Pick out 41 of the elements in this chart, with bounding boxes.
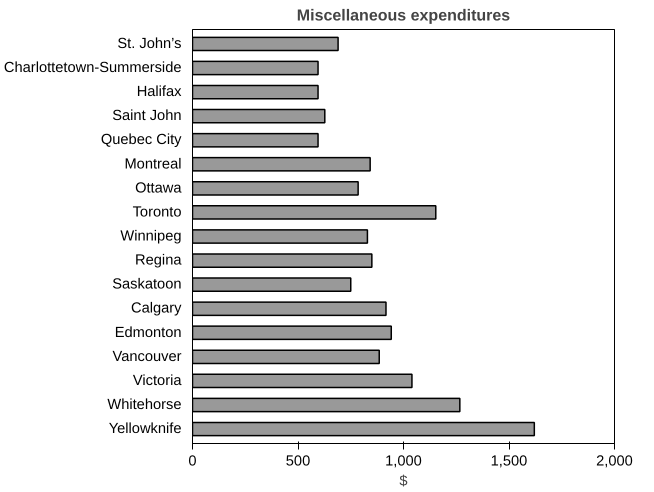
bar	[192, 156, 371, 172]
bar	[192, 180, 359, 196]
bar	[192, 36, 339, 52]
y-tick-label: Quebec City	[100, 132, 182, 148]
y-tick-label: Saskatoon	[112, 276, 182, 293]
y-tick-label: Calgary	[130, 300, 182, 317]
y-tick-label: Edmonton	[114, 324, 182, 341]
y-tick-label: Saint John	[112, 108, 182, 124]
y-tick-label: Charlottetown-Summerside	[4, 60, 182, 76]
y-tick-label: Yellowknife	[108, 421, 182, 438]
y-tick-label: Toronto	[132, 204, 182, 220]
y-tick-label: Whitehorse	[107, 396, 182, 413]
bar	[192, 60, 319, 76]
x-tick-label: 1,500	[490, 454, 528, 470]
y-tick-label: Montreal	[124, 156, 182, 172]
x-axis-title: $	[399, 474, 408, 490]
bar	[192, 422, 536, 436]
y-tick-label: St. John’s	[117, 36, 182, 52]
bar	[192, 325, 392, 340]
y-tick-label: Victoria	[132, 372, 182, 389]
x-tick-label: 0	[188, 454, 197, 470]
bar	[192, 205, 437, 220]
bar	[192, 253, 373, 268]
bar	[192, 277, 352, 292]
x-tick-label: 2,000	[596, 454, 633, 470]
bar	[192, 349, 380, 364]
bar	[192, 374, 413, 388]
chart-title: Miscellaneous expenditures	[296, 8, 510, 24]
y-tick-label: Ottawa	[135, 180, 182, 196]
bar	[192, 229, 368, 244]
y-tick-label: Halifax	[136, 84, 182, 100]
bar	[192, 84, 319, 100]
bar	[192, 398, 461, 412]
y-tick-label: Winnipeg	[120, 228, 182, 244]
bar	[192, 132, 319, 148]
x-tick-label: 500	[286, 454, 310, 470]
y-tick-label: Vancouver	[112, 348, 182, 365]
bar	[192, 108, 326, 124]
bar	[192, 301, 387, 316]
y-tick-label: Regina	[135, 252, 182, 269]
x-tick-label: 1,000	[385, 454, 422, 470]
